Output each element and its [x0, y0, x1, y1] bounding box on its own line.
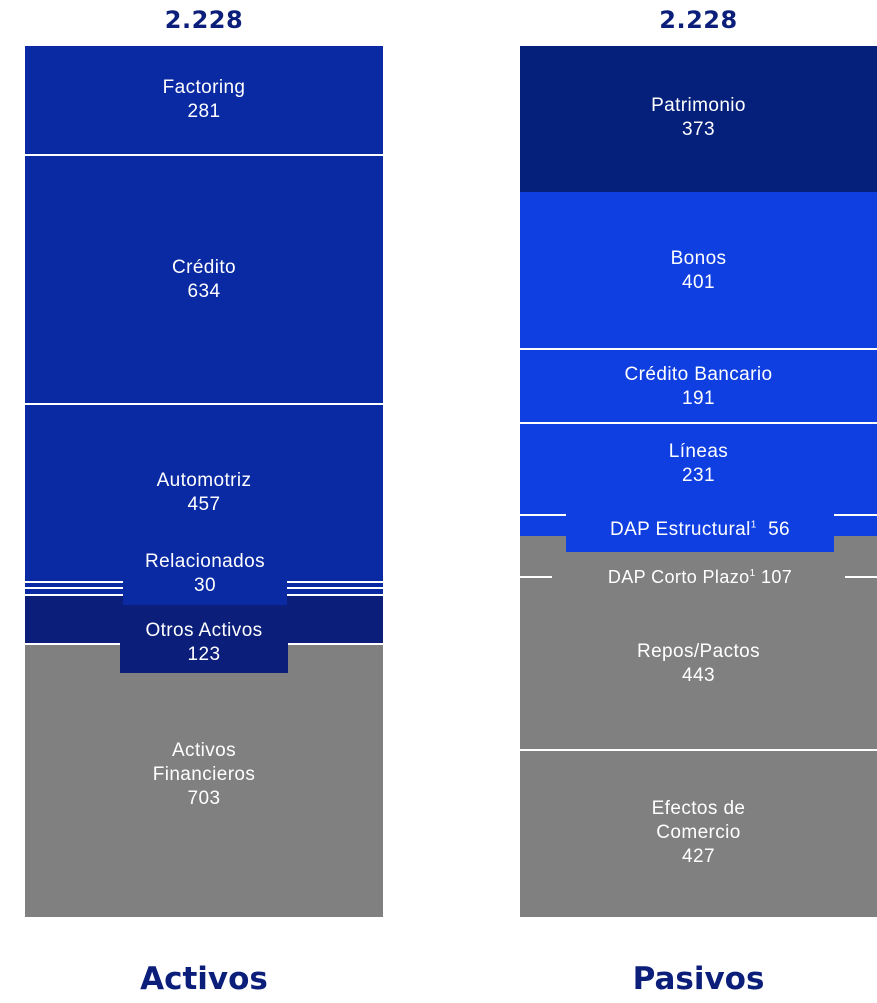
activos-total: 2.228: [164, 6, 244, 34]
label-factoring: Factoring: [162, 77, 246, 98]
label-activos-financieros-1: Activos: [171, 740, 237, 761]
dap-corto-plazo-line-left: [520, 576, 552, 578]
bar-bonos: Bonos 401: [520, 192, 877, 349]
label-efectos-1: Efectos de: [651, 798, 746, 819]
label-efectos-2: Comercio: [656, 822, 741, 843]
label-relacionados: Relacionados: [145, 551, 265, 572]
value-otros-activos: 123: [187, 644, 221, 665]
value-credito: 634: [187, 281, 221, 302]
bar-lineas: Líneas 231: [520, 424, 877, 516]
value-activos-financieros: 703: [187, 788, 221, 809]
pasivos-title: Pasivos: [632, 961, 765, 997]
activos-stack: Factoring 281 Crédito 634 Automotriz 457…: [25, 46, 383, 917]
value-dap-corto-plazo: 107: [760, 567, 793, 587]
label-dap-estructural: DAP Estructural1 56: [609, 519, 791, 540]
value-patrimonio: 373: [682, 119, 715, 140]
value-relacionados: 30: [194, 575, 216, 596]
bar-credito: Crédito 634: [25, 156, 383, 404]
bar-repos-pactos: Repos/Pactos 443: [520, 600, 877, 750]
divider: [520, 348, 877, 350]
label-credito-bancario: Crédito Bancario: [624, 364, 773, 385]
divider: [520, 749, 877, 751]
tab-otros-activos: Otros Activos 123: [120, 617, 288, 673]
bar-patrimonio: Patrimonio 373: [520, 46, 877, 192]
value-lineas: 231: [682, 465, 715, 486]
pasivos-total: 2.228: [659, 6, 738, 34]
value-credito-bancario: 191: [682, 388, 715, 409]
bar-credito-bancario: Crédito Bancario 191: [520, 350, 877, 422]
divider: [520, 422, 877, 424]
divider: [25, 403, 383, 405]
label-bonos: Bonos: [670, 248, 727, 269]
value-bonos: 401: [682, 272, 715, 293]
label-otros-activos: Otros Activos: [145, 620, 263, 641]
label-lineas: Líneas: [668, 441, 729, 462]
bar-efectos-comercio: Efectos de Comercio 427: [520, 751, 877, 917]
label-repos-pactos: Repos/Pactos: [636, 641, 761, 662]
value-dap-estructural: 56: [768, 519, 791, 540]
value-automotriz: 457: [187, 494, 221, 515]
bar-activos-financieros: Activos Financieros 703: [25, 644, 383, 917]
divider: [25, 154, 383, 156]
dap-corto-plazo-line-right: [845, 576, 877, 578]
label-credito: Crédito: [171, 257, 237, 278]
tab-relacionados: Relacionados 30: [123, 547, 287, 605]
activos-title: Activos: [140, 961, 268, 997]
value-efectos: 427: [682, 846, 715, 867]
bar-factoring: Factoring 281: [25, 46, 383, 156]
pasivos-stack: Patrimonio 373 Bonos 401 Crédito Bancari…: [520, 46, 877, 917]
value-repos-pactos: 443: [682, 665, 715, 686]
label-patrimonio: Patrimonio: [651, 95, 746, 116]
label-automotriz: Automotriz: [156, 470, 252, 491]
label-activos-financieros-2: Financieros: [152, 764, 256, 785]
label-dap-corto-plazo: DAP Corto Plazo1 107: [607, 567, 793, 587]
value-factoring: 281: [187, 101, 221, 122]
tab-dap-estructural: DAP Estructural1 56: [566, 512, 834, 552]
